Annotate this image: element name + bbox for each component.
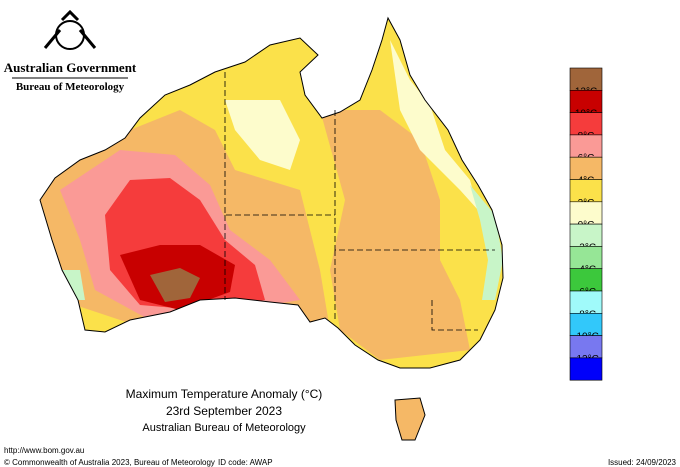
government-name: Australian Government	[4, 60, 137, 75]
field-0-north	[390, 40, 478, 210]
field-12	[150, 268, 200, 302]
footer-url: http://www.bom.gov.au	[4, 446, 84, 455]
map-date: 23rd September 2023	[166, 404, 282, 418]
crest-figures	[43, 9, 97, 49]
legend-swatch	[569, 357, 603, 381]
map-title: Maximum Temperature Anomaly (°C)	[126, 387, 323, 401]
bureau-name: Bureau of Meteorology	[16, 81, 125, 93]
map-source: Australian Bureau of Meteorology	[142, 422, 306, 434]
footer-issued: Issued: 24/09/2023	[608, 458, 677, 467]
field-neg2	[470, 185, 503, 300]
crest	[43, 9, 97, 50]
footer-id: ID code: AWAP	[218, 458, 273, 467]
field-4-east	[320, 110, 470, 360]
field-0-centre	[225, 100, 300, 170]
tasmania	[394, 397, 426, 441]
state-borders	[224, 72, 495, 331]
anomaly-fields	[40, 40, 503, 360]
footer-copyright: © Commonwealth of Australia 2023, Bureau…	[4, 458, 215, 467]
legend: 12°C10°C8°C6°C4°C2°C0°C-2°C-4°C-6°C-8°C-…	[569, 67, 603, 381]
crest-shield	[55, 20, 85, 50]
coastline	[39, 16, 504, 369]
australia-map	[39, 16, 504, 441]
